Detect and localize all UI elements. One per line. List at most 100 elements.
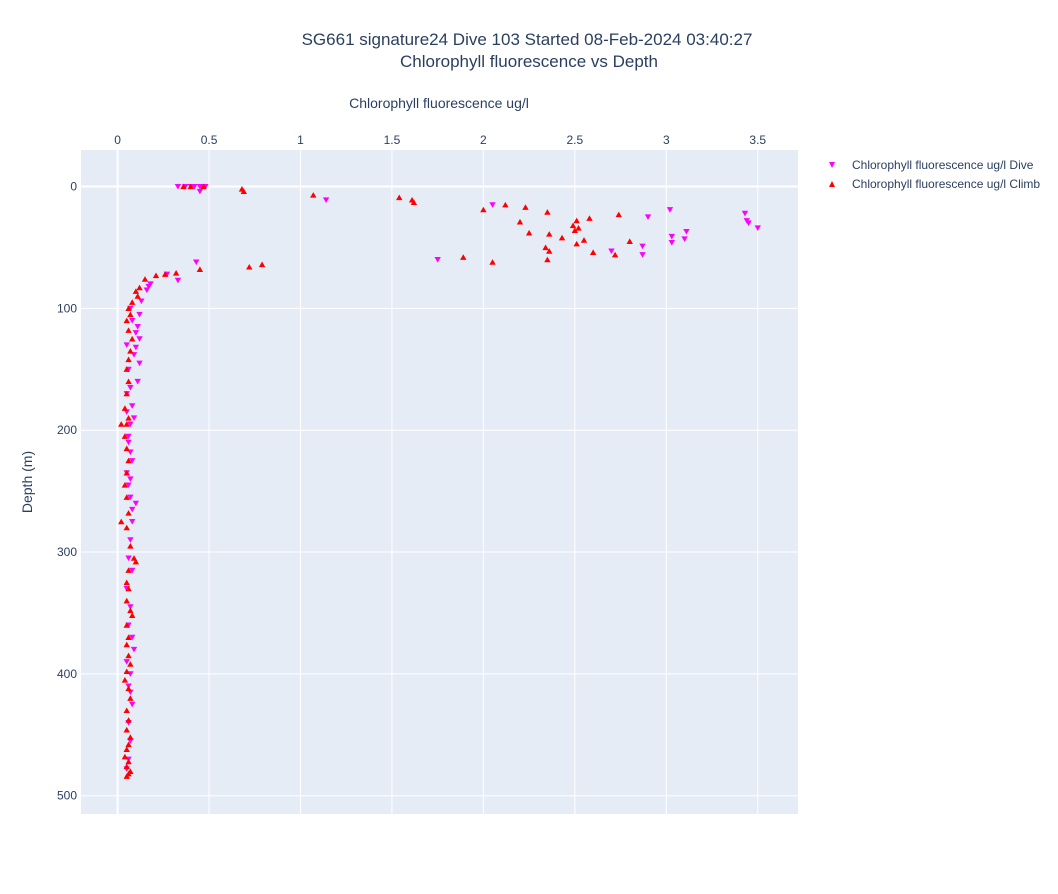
climb-data-point — [460, 254, 467, 260]
climb-data-point — [626, 238, 633, 244]
climb-data-point — [125, 356, 132, 363]
climb-data-point — [544, 256, 551, 263]
climb-data-point — [123, 746, 130, 753]
legend-item-dive[interactable]: Chlorophyll fluorescence ug/l Dive — [829, 158, 1034, 172]
climb-data-point — [544, 209, 551, 215]
dive-data-point — [127, 384, 134, 391]
climb-data-point — [123, 317, 130, 324]
dive-data-point — [191, 183, 198, 190]
climb-data-point — [480, 206, 487, 213]
x-tick-label: 3.5 — [749, 133, 766, 147]
legend-marker-dive — [829, 162, 835, 168]
climb-data-point — [121, 433, 129, 439]
climb-data-point — [125, 741, 132, 748]
climb-data-point — [571, 227, 579, 234]
dive-data-point — [130, 415, 138, 422]
climb-data-point — [127, 734, 134, 740]
climb-data-point — [123, 494, 130, 500]
climb-data-point — [123, 763, 130, 770]
y-tick-label: 100 — [57, 301, 77, 315]
dive-data-point — [125, 482, 132, 489]
climb-data-point — [127, 695, 134, 701]
dive-data-point — [129, 458, 136, 464]
climb-data-point — [516, 218, 524, 225]
dive-data-point — [129, 506, 136, 513]
dive-data-point — [129, 317, 136, 324]
climb-data-point — [129, 299, 136, 305]
climb-data-point — [123, 469, 130, 476]
climb-data-point — [200, 183, 207, 190]
climb-data-point — [123, 390, 130, 397]
climb-data-point — [196, 266, 204, 272]
dive-data-point — [639, 243, 646, 250]
climb-data-point — [525, 229, 533, 236]
dive-data-point — [489, 202, 496, 208]
climb-data-point — [546, 248, 553, 254]
climb-data-point — [123, 622, 130, 628]
x-tick-label: 1.5 — [384, 133, 401, 147]
climb-data-point — [575, 224, 582, 231]
chart-title-line2: Chlorophyll fluorescence vs Depth — [400, 52, 658, 71]
climb-data-point — [542, 244, 549, 251]
dive-data-point — [745, 220, 752, 227]
legend-marker-climb — [829, 181, 835, 187]
climb-data-point — [125, 457, 132, 464]
dive-data-point — [136, 336, 143, 342]
climb-data-point — [522, 204, 529, 210]
x-axis-title: Chlorophyll fluorescence ug/l — [349, 95, 529, 111]
grid-lines — [81, 150, 798, 814]
climb-data-point — [123, 773, 130, 779]
chart-title-line1: SG661 signature24 Dive 103 Started 08-Fe… — [302, 30, 753, 49]
y-axis-ticks: 0 100 200 300 400 500 — [57, 180, 77, 803]
dive-data-point — [129, 567, 136, 574]
climb-data-point — [123, 445, 130, 452]
dive-data-point — [130, 646, 138, 653]
climb-data-point — [125, 652, 132, 659]
dive-data-point — [136, 311, 143, 318]
legend-item-climb[interactable]: Chlorophyll fluorescence ug/l Climb — [829, 177, 1040, 191]
dive-data-point — [132, 330, 140, 336]
dive-data-point — [741, 210, 749, 217]
y-tick-label: 200 — [57, 423, 77, 437]
dive-data-point — [127, 476, 134, 482]
climb-data-point — [125, 585, 132, 592]
y-tick-label: 400 — [57, 667, 77, 681]
climb-data-point — [121, 482, 129, 488]
climb-data-point — [586, 215, 593, 221]
climb-data-point — [258, 261, 266, 268]
dive-data-point — [129, 634, 136, 641]
climb-data-point — [141, 276, 149, 282]
dive-data-point — [681, 236, 688, 242]
climb-data-point — [125, 567, 132, 573]
dive-data-point — [666, 207, 674, 213]
climb-data-point — [132, 558, 140, 565]
climb-data-point — [125, 717, 132, 723]
climb-data-point — [129, 612, 136, 619]
climb-data-point — [125, 305, 132, 311]
dive-data-point — [127, 494, 134, 501]
x-tick-label: 2 — [480, 133, 487, 147]
legend-label-dive: Chlorophyll fluorescence ug/l Dive — [852, 158, 1034, 172]
climb-data-point — [125, 634, 132, 640]
climb-data-point — [410, 199, 418, 205]
dive-data-point — [644, 214, 652, 221]
climb-data-point — [161, 271, 169, 277]
dive-data-point — [129, 701, 136, 708]
climb-data-point — [246, 263, 253, 270]
x-tick-label: 3 — [663, 133, 670, 147]
climb-data-point — [573, 217, 580, 224]
dive-data-point — [129, 403, 136, 409]
climb-data-point — [121, 676, 129, 683]
climb-data-point — [121, 753, 129, 760]
dive-data-point — [129, 518, 136, 525]
climb-data-point — [125, 685, 132, 692]
dive-data-point — [127, 537, 134, 543]
x-tick-label: 2.5 — [567, 133, 584, 147]
y-tick-label: 500 — [57, 789, 77, 803]
climb-data-point — [136, 284, 143, 291]
climb-data-point — [152, 272, 160, 279]
climb-data-point — [546, 231, 553, 237]
climb-data-point — [396, 194, 403, 201]
climb-data-point — [123, 579, 130, 586]
y-tick-label: 0 — [70, 180, 77, 194]
